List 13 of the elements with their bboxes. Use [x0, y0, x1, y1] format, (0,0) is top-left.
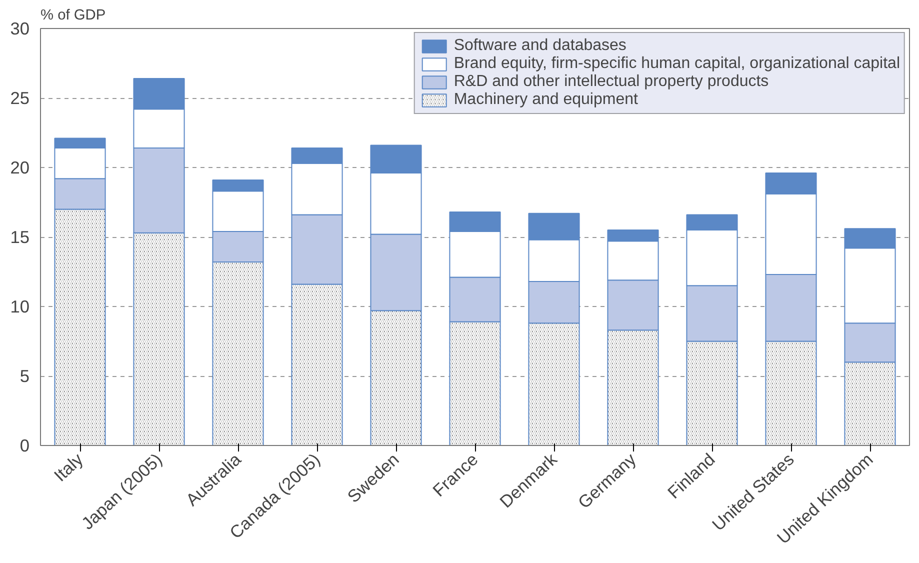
- y-axis-title: % of GDP: [40, 8, 106, 24]
- y-tick-label: 10: [10, 296, 30, 316]
- y-tick-label: 25: [10, 88, 30, 108]
- x-tick-label: Italy: [50, 448, 88, 486]
- y-tick-label: 15: [10, 227, 30, 247]
- y-tick-label: 30: [10, 18, 30, 38]
- legend-label: Brand equity, firm-specific human capital, organizational capital: [454, 55, 900, 73]
- legend-label: Machinery and equipment: [454, 91, 638, 109]
- y-tick-label: 0: [20, 436, 30, 456]
- y-tick-label: 20: [10, 158, 30, 178]
- legend-label: Software and databases: [454, 37, 626, 55]
- legend-label: R&D and other intellectual property products: [454, 73, 769, 91]
- y-tick-label: 5: [20, 366, 30, 386]
